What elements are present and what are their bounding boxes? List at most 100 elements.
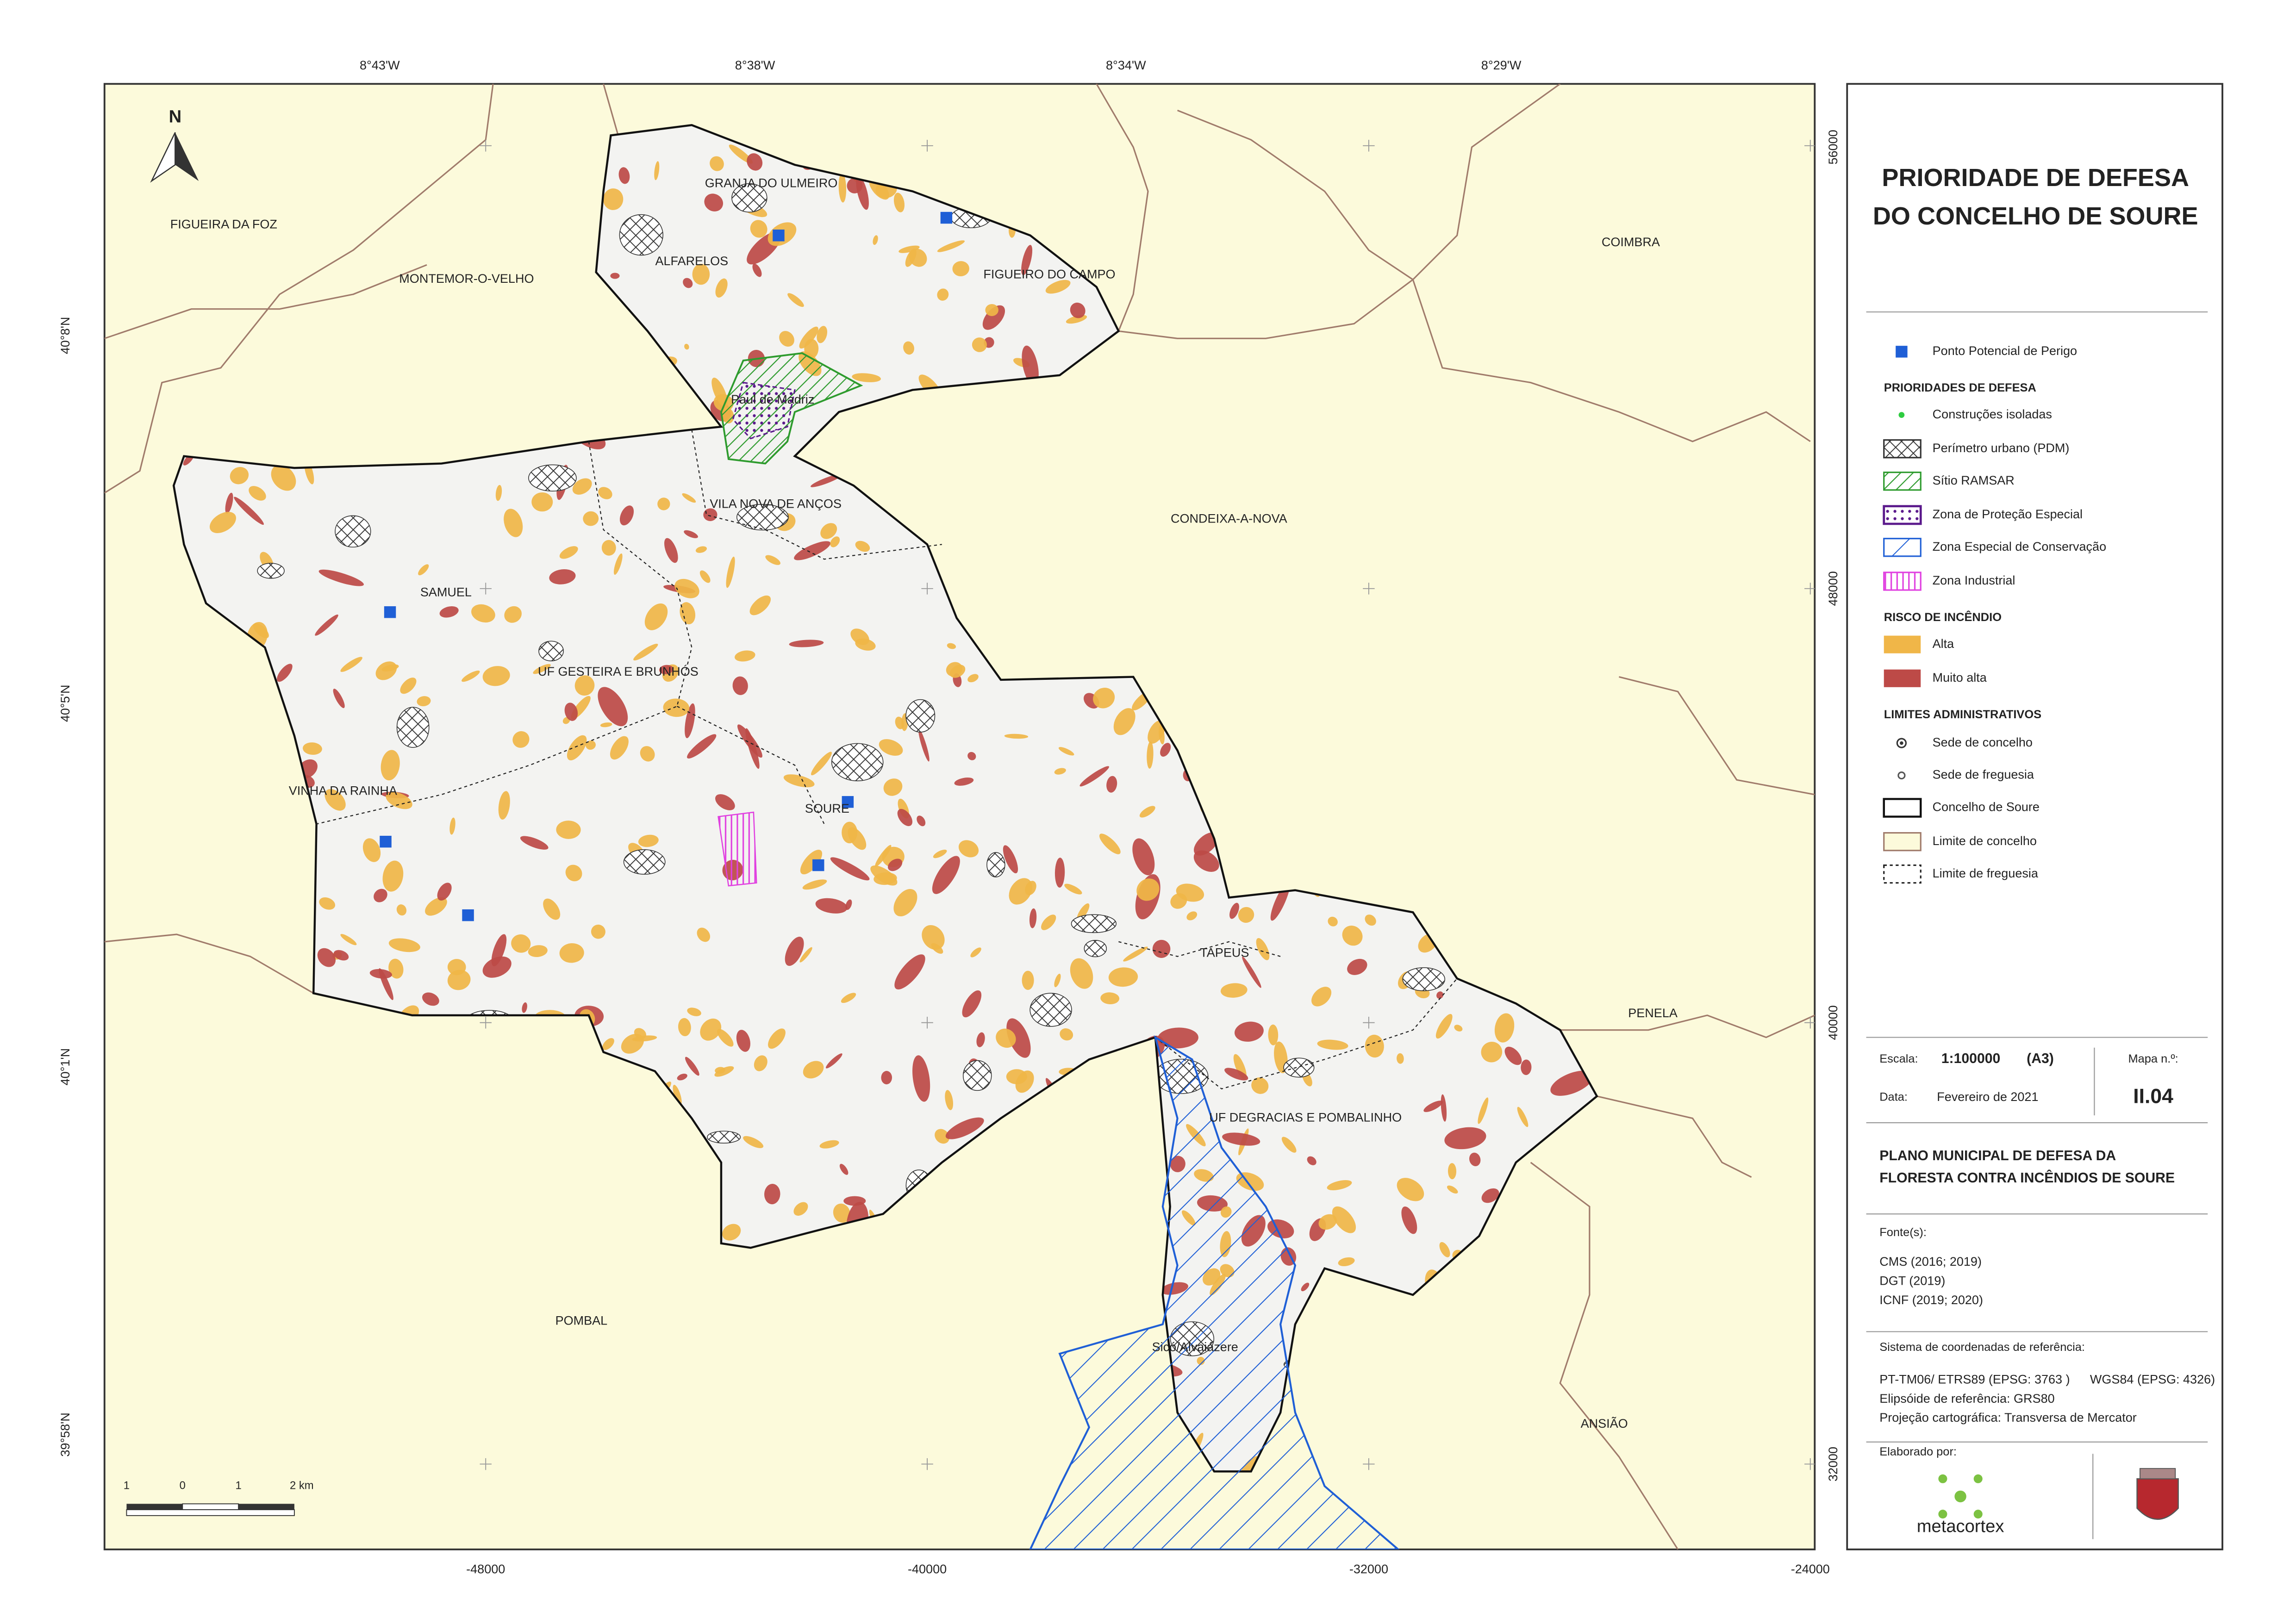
risk-high: [1447, 1185, 1458, 1194]
risk-high: [512, 731, 530, 748]
risk-high: [598, 487, 612, 499]
legend-symbol: [1896, 346, 1908, 358]
hazard-point: [384, 606, 396, 618]
graticule-label: 8°29'W: [1481, 58, 1522, 72]
info-label: Elaborado por:: [1879, 1445, 1957, 1458]
info-label: Escala:: [1879, 1052, 1918, 1065]
risk-high: [768, 1028, 786, 1049]
place-label: CONDEIXA-A-NOVA: [1171, 512, 1287, 526]
grid-cross: [480, 140, 492, 152]
place-label: FIGUEIRA DA FOZ: [170, 218, 277, 231]
risk-high: [271, 465, 296, 491]
risk-high: [754, 1055, 767, 1071]
risk-very-high: [422, 992, 439, 1006]
risk-high: [898, 245, 920, 253]
risk-high: [848, 827, 867, 850]
municipal-crest: [2136, 1468, 2179, 1520]
risk-high: [1439, 1242, 1450, 1257]
info-label: Fonte(s):: [1879, 1226, 1927, 1239]
urban-perimeter: [707, 1131, 741, 1144]
legend-item: Zona Industrial: [1933, 573, 2015, 587]
risk-high: [893, 889, 917, 917]
risk-high: [556, 821, 581, 839]
risk-very-high: [225, 492, 233, 514]
risk-high: [1123, 946, 1148, 962]
risk-high: [783, 774, 815, 788]
scale-label: 0: [180, 1480, 186, 1492]
risk-very-high: [1021, 245, 1033, 275]
risk-high: [1481, 1042, 1503, 1063]
risk-high: [504, 509, 523, 537]
urban-perimeter: [335, 515, 371, 547]
risk-high: [396, 904, 407, 916]
risk-high: [381, 664, 399, 672]
grid-cross: [480, 1458, 492, 1470]
risk-very-high: [982, 305, 1005, 330]
risk-high: [726, 556, 735, 588]
grid-cross: [1363, 140, 1375, 152]
urban-perimeter: [623, 849, 666, 875]
risk-high: [855, 638, 876, 651]
risk-high: [833, 1203, 850, 1223]
risk-high: [504, 606, 522, 623]
risk-high: [400, 678, 417, 694]
risk-very-high: [847, 178, 863, 193]
risk-very-high: [785, 937, 804, 966]
legend-symbol: [1884, 635, 1921, 653]
risk-very-high: [1504, 1046, 1522, 1065]
grid-label: 56000: [1826, 130, 1840, 164]
hazard-point: [940, 211, 953, 224]
grid-label: -48000: [466, 1562, 505, 1576]
risk-very-high: [745, 728, 760, 769]
urban-perimeter: [619, 214, 663, 256]
risk-high: [970, 947, 981, 958]
risk-very-high: [685, 1057, 699, 1076]
risk-high: [1015, 1070, 1034, 1093]
place-label: VILA NOVA DE ANÇOS: [710, 497, 842, 511]
risk-very-high: [1070, 302, 1086, 318]
risk-very-high: [1054, 858, 1065, 888]
risk-very-high: [1106, 776, 1117, 793]
risk-high: [495, 485, 502, 501]
risk-high: [319, 897, 336, 910]
place-label: ANSIÃO: [1581, 1416, 1628, 1430]
risk-high: [1139, 806, 1155, 818]
risk-very-high: [945, 1117, 984, 1139]
scale-value: 1:100000: [1941, 1051, 2001, 1066]
risk-high: [654, 161, 660, 180]
risk-high: [388, 958, 404, 979]
hazard-point: [842, 796, 854, 808]
risk-high: [958, 840, 979, 858]
risk-high: [875, 845, 892, 867]
source-item: CMS (2016; 2019): [1879, 1255, 1982, 1269]
risk-very-high: [736, 1030, 750, 1052]
risk-very-high: [1301, 1282, 1310, 1292]
risk-high: [985, 304, 998, 316]
risk-high: [819, 1140, 839, 1149]
legend-item: Perímetro urbano (PDM): [1933, 441, 2070, 455]
risk-high: [602, 1038, 614, 1050]
risk-high: [449, 817, 455, 835]
date-value: Fevereiro de 2021: [1937, 1090, 2038, 1104]
risk-high: [417, 696, 431, 707]
grid-label: 32000: [1826, 1447, 1840, 1481]
risk-high: [663, 698, 690, 717]
risk-high: [800, 850, 823, 875]
legend-item: Muito alta: [1933, 671, 1987, 684]
info-label: Data:: [1879, 1091, 1908, 1104]
projection: Projeção cartográfica: Transversa de Mer…: [1879, 1411, 2137, 1424]
urban-perimeter: [905, 699, 936, 733]
risk-very-high: [374, 889, 387, 902]
risk-high: [903, 341, 914, 355]
risk-high: [1251, 1077, 1269, 1094]
risk-high: [657, 497, 670, 510]
risk-high: [613, 553, 623, 575]
legend-item: Zona Especial de Conservação: [1933, 540, 2106, 553]
place-label: UF DEGRACIAS E POMBALINHO: [1209, 1111, 1402, 1125]
urban-perimeter: [731, 183, 767, 213]
grid-cross: [1363, 1017, 1375, 1029]
risk-high: [743, 1136, 764, 1148]
company-name: metacortex: [1917, 1516, 2004, 1536]
legend-symbol: [1884, 669, 1921, 687]
urban-perimeter: [986, 852, 1005, 877]
